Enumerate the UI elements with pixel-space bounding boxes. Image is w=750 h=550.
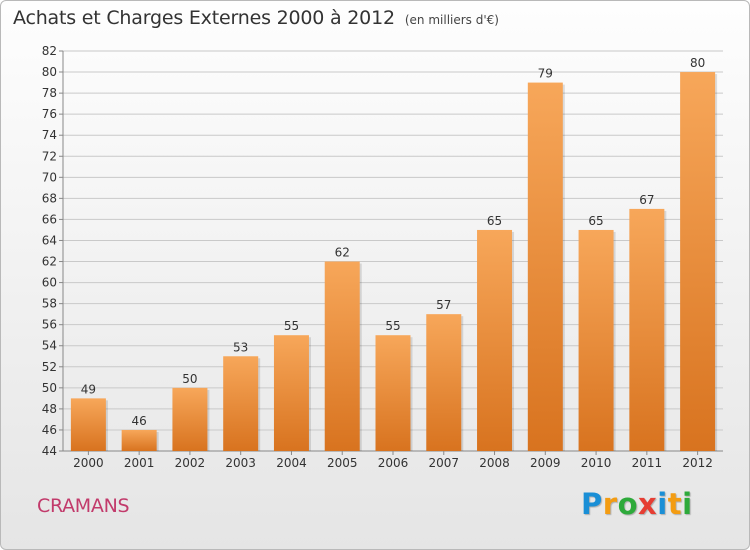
y-tick-label: 66 [42, 212, 57, 226]
data-label: 65 [487, 214, 502, 228]
x-tick-label: 2010 [581, 456, 612, 470]
y-tick-label: 54 [42, 339, 57, 353]
bar [273, 335, 309, 451]
logo-letter: P [581, 487, 603, 521]
bar [680, 72, 716, 451]
data-label: 62 [335, 246, 350, 260]
x-tick-label: 2001 [124, 456, 155, 470]
chart-title: Achats et Charges Externes 2000 à 2012 [13, 7, 395, 29]
bar [324, 261, 360, 451]
x-tick-label: 2000 [73, 456, 104, 470]
data-label: 50 [182, 372, 197, 386]
y-tick-label: 60 [42, 276, 57, 290]
x-tick-label: 2008 [479, 456, 510, 470]
y-tick-label: 62 [42, 255, 57, 269]
y-tick-label: 44 [42, 444, 57, 458]
y-tick-label: 76 [42, 107, 57, 121]
commune-name: CRAMANS [37, 495, 130, 517]
x-tick-label: 2011 [632, 456, 663, 470]
bar [527, 82, 563, 451]
y-tick-label: 56 [42, 318, 57, 332]
y-tick-label: 64 [42, 233, 57, 247]
data-label: 80 [690, 56, 705, 70]
bar [477, 229, 513, 451]
data-label: 79 [538, 67, 553, 81]
x-tick-label: 2006 [378, 456, 409, 470]
bar [172, 387, 208, 451]
data-label: 53 [233, 340, 248, 354]
x-tick-label: 2012 [682, 456, 713, 470]
proxiti-logo: Proxiti [581, 487, 693, 521]
y-tick-label: 72 [42, 149, 57, 163]
y-tick-label: 70 [42, 170, 57, 184]
y-tick-label: 52 [42, 360, 57, 374]
bar [223, 356, 259, 451]
logo-letter: i [682, 487, 693, 521]
data-label: 67 [639, 193, 654, 207]
x-tick-label: 2003 [225, 456, 256, 470]
logo-letter: x [638, 487, 658, 521]
data-label: 55 [284, 319, 299, 333]
y-tick-label: 82 [42, 44, 57, 58]
data-label: 49 [81, 382, 96, 396]
y-tick-label: 46 [42, 423, 57, 437]
y-tick-label: 74 [42, 128, 57, 142]
x-tick-label: 2005 [327, 456, 358, 470]
logo-letter: r [602, 487, 618, 521]
bar [375, 335, 411, 451]
x-tick-label: 2002 [175, 456, 206, 470]
y-tick-label: 80 [42, 65, 57, 79]
x-tick-label: 2004 [276, 456, 307, 470]
bar [629, 208, 665, 451]
x-tick-label: 2007 [428, 456, 459, 470]
logo-letter: i [657, 487, 668, 521]
chart-unit: (en milliers d'€) [404, 13, 499, 27]
data-label: 46 [132, 414, 147, 428]
y-tick-label: 50 [42, 381, 57, 395]
y-tick-label: 78 [42, 86, 57, 100]
bar [70, 398, 106, 451]
y-tick-label: 48 [42, 402, 57, 416]
bar [578, 229, 614, 451]
x-tick-label: 2009 [530, 456, 561, 470]
data-label: 65 [588, 214, 603, 228]
data-label: 55 [385, 319, 400, 333]
bar [121, 429, 157, 451]
y-tick-label: 68 [42, 191, 57, 205]
logo-letter: o [617, 487, 639, 521]
bar [426, 314, 462, 451]
data-label: 57 [436, 298, 451, 312]
y-tick-label: 58 [42, 297, 57, 311]
logo-letter: t [667, 487, 683, 521]
title-row: Achats et Charges Externes 2000 à 2012 (e… [13, 7, 499, 29]
